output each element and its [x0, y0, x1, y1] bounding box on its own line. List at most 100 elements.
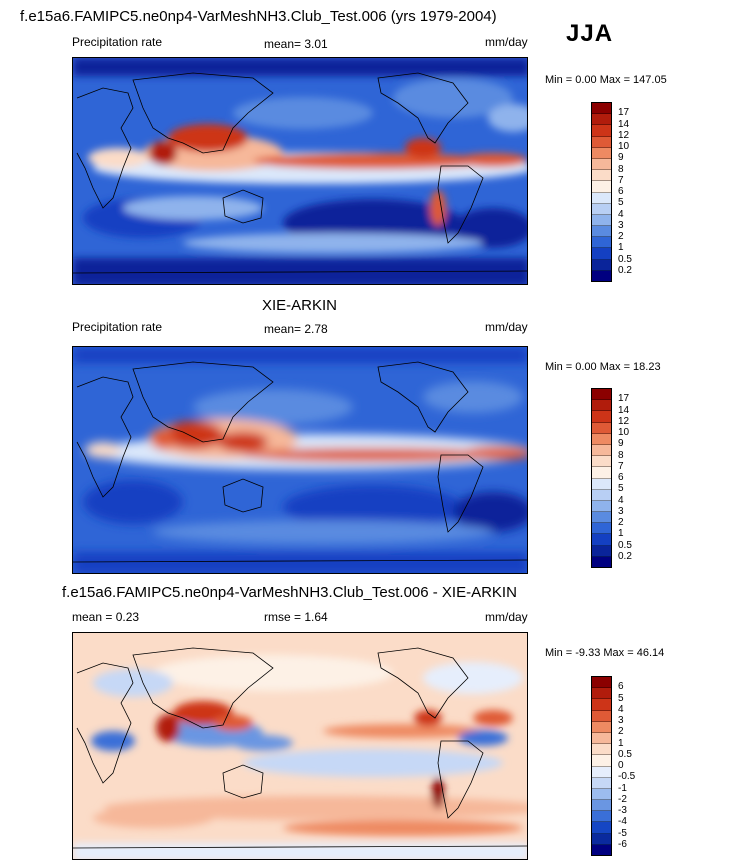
colorbar-swatch — [592, 444, 611, 457]
colorbar-swatch — [592, 788, 611, 801]
colorbar-label: 4 — [618, 494, 624, 506]
colorbar-label: 7 — [618, 174, 624, 186]
colorbar-swatch — [592, 456, 611, 468]
colorbar-label: 2 — [618, 726, 624, 738]
colorbar-swatch — [592, 433, 611, 445]
colorbar-swatch — [592, 811, 611, 823]
colorbar-swatch — [592, 422, 611, 434]
panel-1-mean-label: mean= 3.01 — [264, 37, 328, 51]
colorbar-swatch — [592, 203, 611, 215]
colorbar-label: 5 — [618, 483, 624, 495]
colorbar-label: 3 — [618, 715, 624, 726]
colorbar-swatch — [592, 500, 611, 513]
colorbar-label: 8 — [618, 163, 624, 175]
colorbar-label: 10 — [618, 141, 630, 152]
panel-2-minmax: Min = 0.00 Max = 18.23 — [545, 361, 661, 373]
panel-1-colorbar — [591, 102, 612, 282]
colorbar-label: -5 — [618, 827, 627, 839]
colorbar-label: -4 — [618, 816, 627, 828]
panel-2-colorbar — [591, 388, 612, 568]
colorbar-swatch — [592, 523, 611, 535]
colorbar-label: 3 — [618, 505, 624, 517]
colorbar-swatch — [592, 844, 611, 855]
colorbar-label: 7 — [618, 460, 624, 472]
panel-3-title: f.e15a6.FAMIPC5.ne0np4-VarMeshNH3.Club_T… — [62, 584, 517, 601]
colorbar-label: 2 — [618, 231, 624, 242]
colorbar-swatch — [592, 677, 611, 689]
colorbar-swatch — [592, 800, 611, 812]
colorbar-swatch — [592, 136, 611, 148]
colorbar-swatch — [592, 478, 611, 490]
colorbar-label: 8 — [618, 449, 624, 461]
colorbar-label: -1 — [618, 782, 627, 794]
colorbar-swatch — [592, 545, 611, 557]
colorbar-swatch — [592, 248, 611, 260]
colorbar-swatch — [592, 214, 611, 227]
colorbar-swatch — [592, 732, 611, 745]
colorbar-swatch — [592, 489, 611, 501]
colorbar-label: 12 — [618, 415, 630, 427]
panel-2-units: mm/day — [485, 320, 528, 334]
colorbar-label: 3 — [618, 219, 624, 231]
panel-3-rmse-label: rmse = 1.64 — [264, 610, 328, 624]
colorbar-swatch — [592, 766, 611, 778]
colorbar-label: 2 — [618, 517, 624, 528]
colorbar-label: 6 — [618, 472, 624, 483]
colorbar-swatch — [592, 226, 611, 238]
colorbar-label: 1 — [618, 242, 624, 254]
colorbar-label: 9 — [618, 438, 624, 450]
colorbar-label: -3 — [618, 805, 627, 816]
colorbar-label: 1 — [618, 528, 624, 540]
colorbar-swatch — [592, 467, 611, 479]
panel-2-variable-label: Precipitation rate — [72, 320, 163, 334]
colorbar-swatch — [592, 744, 611, 756]
colorbar-label: -6 — [618, 838, 627, 850]
colorbar-swatch — [592, 158, 611, 171]
colorbar-swatch — [592, 755, 611, 767]
colorbar-label: 17 — [618, 107, 630, 119]
colorbar-label: 1 — [618, 737, 624, 749]
colorbar-swatch — [592, 512, 611, 524]
colorbar-swatch — [592, 688, 611, 700]
panel-3-colorbar — [591, 676, 612, 856]
colorbar-label: 5 — [618, 692, 624, 704]
colorbar-swatch — [592, 710, 611, 722]
panel-1-variable-label: Precipitation rate — [72, 35, 163, 49]
colorbar-swatch — [592, 270, 611, 281]
colorbar-swatch — [592, 125, 611, 137]
colorbar-label: 0.5 — [618, 253, 632, 265]
colorbar-swatch — [592, 534, 611, 546]
colorbar-swatch — [592, 721, 611, 733]
colorbar-swatch — [592, 114, 611, 126]
colorbar-label: 17 — [618, 393, 630, 405]
colorbar-label: 0 — [618, 760, 624, 771]
colorbar-label: -2 — [618, 793, 627, 805]
colorbar-swatch — [592, 103, 611, 115]
panel-3-mean-label: mean = 0.23 — [72, 610, 140, 624]
colorbar-swatch — [592, 833, 611, 845]
panel-2-title: XIE-ARKIN — [262, 297, 338, 314]
colorbar-swatch — [592, 389, 611, 401]
panel-2-mean-label: mean= 2.78 — [264, 322, 328, 336]
colorbar-swatch — [592, 192, 611, 204]
panel-1-units: mm/day — [485, 35, 528, 49]
colorbar-label: 4 — [618, 703, 624, 715]
colorbar-label: 14 — [618, 118, 630, 130]
colorbar-swatch — [592, 411, 611, 423]
colorbar-swatch — [592, 777, 611, 789]
colorbar-label: 0.5 — [618, 539, 632, 551]
colorbar-label: 0.5 — [618, 748, 632, 760]
colorbar-swatch — [592, 237, 611, 249]
colorbar-label: 6 — [618, 681, 624, 693]
colorbar-swatch — [592, 400, 611, 412]
panel-3-units: mm/day — [485, 610, 528, 624]
colorbar-label: 6 — [618, 186, 624, 197]
colorbar-swatch — [592, 699, 611, 711]
colorbar-label: -0.5 — [618, 771, 636, 783]
colorbar-label: 10 — [618, 427, 630, 438]
colorbar-label: 9 — [618, 152, 624, 164]
colorbar-label: 0.2 — [618, 264, 632, 276]
colorbar-swatch — [592, 822, 611, 834]
panel-3-map — [72, 632, 528, 860]
colorbar-label: 0.2 — [618, 550, 632, 562]
